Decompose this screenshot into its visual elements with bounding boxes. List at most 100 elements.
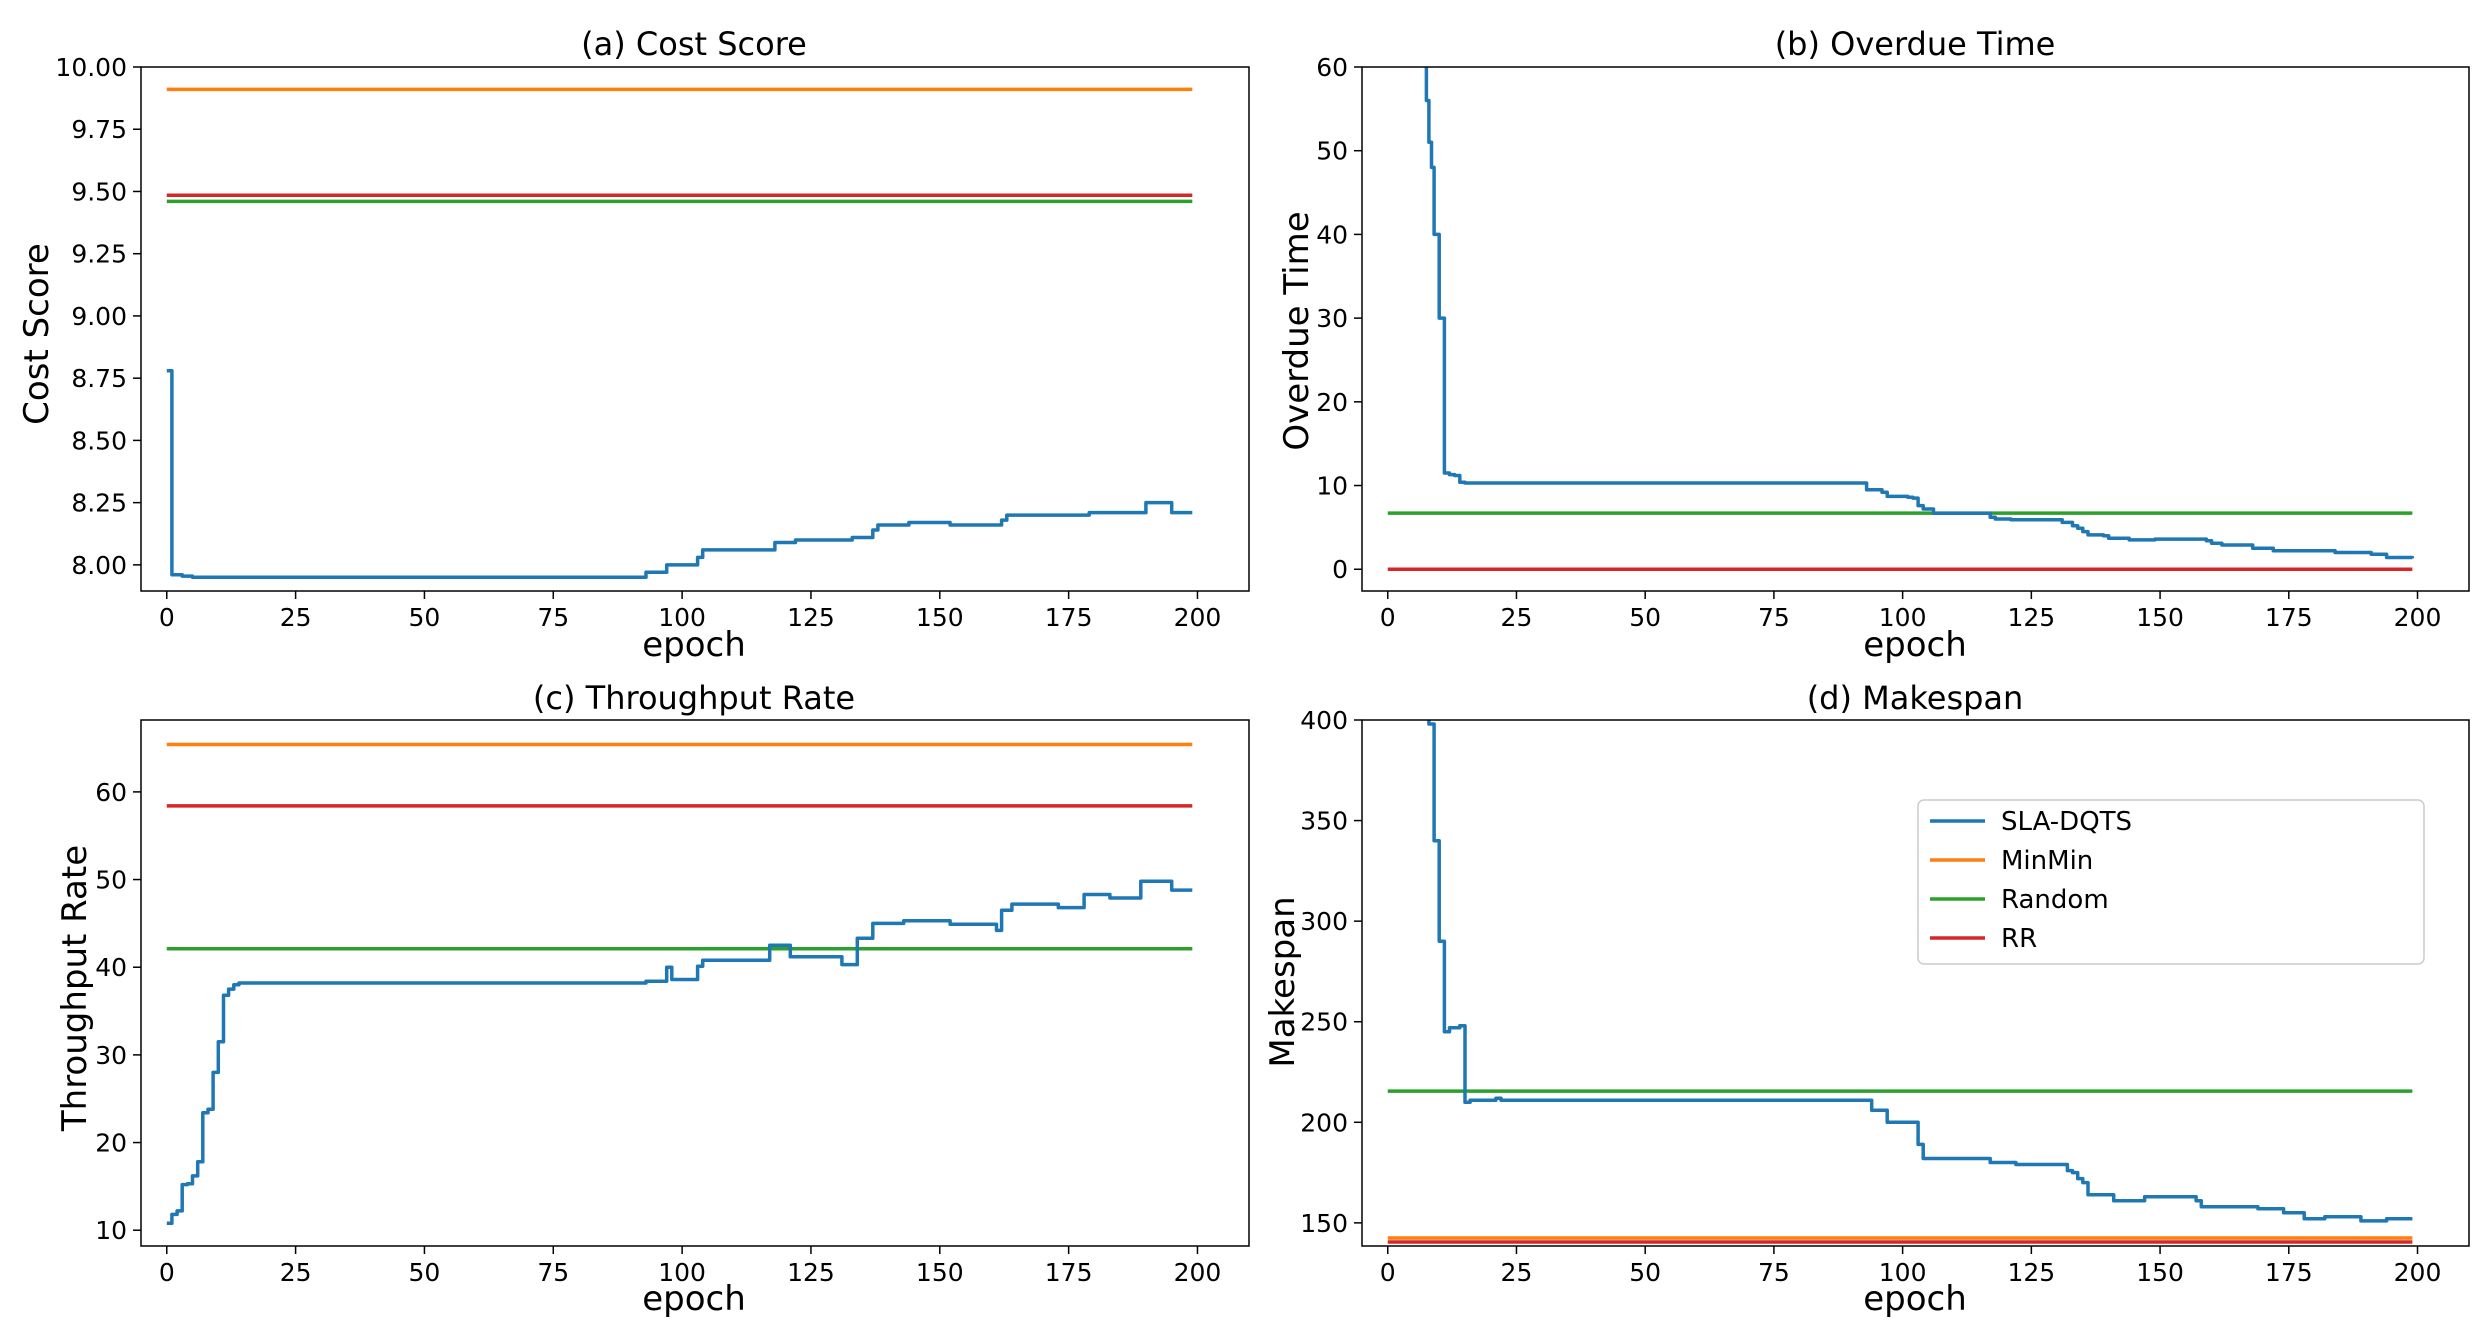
y-tick-label: 400 (1300, 706, 1348, 735)
x-tick-label: 75 (1758, 603, 1790, 632)
y-axis-label: Makespan (1263, 896, 1303, 1067)
x-tick-label: 150 (2136, 1258, 2184, 1287)
y-tick-label: 8.25 (71, 489, 127, 518)
x-tick-label: 75 (537, 603, 569, 632)
y-tick-label: 9.50 (71, 177, 127, 206)
x-tick-label: 25 (1501, 603, 1533, 632)
x-tick-label: 200 (2394, 603, 2442, 632)
panel-title: (c) Throughput Rate (533, 679, 855, 717)
x-tick-label: 50 (1629, 1258, 1661, 1287)
panel-title: (b) Overdue Time (1775, 25, 2056, 63)
y-tick-label: 9.00 (71, 302, 127, 331)
series-sla-dqts-line (1427, 720, 2413, 1223)
panel-title: (a) Cost Score (581, 25, 807, 63)
axes-frame (1361, 719, 2470, 1247)
x-tick-label: 0 (1380, 1258, 1396, 1287)
legend: SLA-DQTS MinMin Random RR (1917, 799, 2425, 965)
series-sla-dqts-line (1424, 67, 2415, 560)
panel-cost-score: (a) Cost Score epoch Cost Score 0 25 50 75 1… (17, 25, 1250, 665)
x-tick-label: 0 (159, 603, 175, 632)
y-tick-label: 200 (1300, 1108, 1348, 1137)
plot-area (1387, 67, 2415, 571)
y-tick-label: 50 (95, 866, 127, 895)
y-tick-label: 40 (1316, 220, 1348, 249)
x-tick-label: 200 (2394, 1258, 2442, 1287)
x-tick-label: 125 (787, 603, 835, 632)
panel-throughput-rate: (c) Throughput Rate epoch Throughput Rat… (55, 679, 1250, 1319)
y-tick-label: 40 (95, 953, 127, 982)
x-tick-label: 100 (1879, 1258, 1927, 1287)
series-sla-dqts-line (166, 368, 1193, 580)
x-tick-label: 150 (916, 1258, 964, 1287)
y-tick-label: 10.00 (55, 53, 127, 82)
y-tick-label: 10 (95, 1216, 127, 1245)
x-tick-label: 200 (1174, 603, 1222, 632)
x-tick-label: 25 (1501, 1258, 1533, 1287)
y-tick-label: 20 (1316, 388, 1348, 417)
x-tick-label: 75 (537, 1258, 569, 1287)
y-tick-label: 300 (1300, 907, 1348, 936)
y-tick-label: 60 (1316, 53, 1348, 82)
x-axis-label: epoch (1863, 625, 1967, 665)
x-tick-label: 0 (1380, 603, 1396, 632)
x-tick-label: 125 (2007, 603, 2055, 632)
x-tick-label: 125 (787, 1258, 835, 1287)
x-tick-label: 100 (1879, 603, 1927, 632)
legend-entry-random: Random (1930, 885, 2109, 915)
legend-entry-sla-dqts: SLA-DQTS (1930, 807, 2132, 837)
y-tick-label: 60 (95, 778, 127, 807)
y-axis-label: Overdue Time (1277, 211, 1317, 450)
y-tick-label: 250 (1300, 1008, 1348, 1037)
panel-title: (d) Makespan (1807, 679, 2024, 717)
x-tick-label: 0 (159, 1258, 175, 1287)
x-tick-label: 175 (1045, 1258, 1093, 1287)
y-axis-label: Cost Score (17, 243, 57, 425)
panel-overdue-time: (b) Overdue Time epoch Overdue Time 0 25 5… (1277, 25, 2470, 665)
x-tick-label: 150 (2136, 603, 2184, 632)
x-axis-label: epoch (642, 625, 746, 665)
plot-area (166, 87, 1193, 580)
y-tick-label: 150 (1300, 1209, 1348, 1238)
axes-frame (140, 66, 1250, 592)
x-tick-label: 50 (1629, 603, 1661, 632)
y-tick-label: 9.75 (71, 115, 127, 144)
x-tick-label: 175 (2265, 603, 2313, 632)
x-tick-label: 75 (1758, 1258, 1790, 1287)
legend-label: SLA-DQTS (2001, 807, 2132, 837)
y-tick-label: 50 (1316, 137, 1348, 166)
x-axis-label: epoch (642, 1279, 746, 1319)
x-tick-label: 175 (2265, 1258, 2313, 1287)
y-tick-label: 10 (1316, 472, 1348, 501)
x-tick-label: 100 (658, 1258, 706, 1287)
y-tick-label: 350 (1300, 807, 1348, 836)
x-axis-label: epoch (1863, 1279, 1967, 1319)
x-tick-label: 50 (409, 603, 441, 632)
y-tick-label: 8.50 (71, 426, 127, 455)
axes-frame (140, 719, 1250, 1247)
x-tick-label: 125 (2007, 1258, 2055, 1287)
legend-entry-rr: RR (1930, 924, 2037, 954)
y-tick-label: 20 (95, 1129, 127, 1158)
plot-area (166, 742, 1193, 1225)
y-tick-label: 9.25 (71, 240, 127, 269)
x-tick-label: 175 (1045, 603, 1093, 632)
x-tick-label: 100 (658, 603, 706, 632)
legend-frame (1917, 799, 2425, 965)
legend-label: Random (2001, 885, 2109, 915)
y-tick-label: 8.00 (71, 551, 127, 580)
y-axis-label: Throughput Rate (55, 845, 95, 1132)
x-tick-label: 200 (1174, 1258, 1222, 1287)
series-sla-dqts-line (166, 879, 1193, 1225)
x-tick-label: 150 (916, 603, 964, 632)
y-tick-label: 30 (1316, 304, 1348, 333)
legend-label: RR (2001, 924, 2037, 954)
y-tick-label: 30 (95, 1041, 127, 1070)
panel-makespan: (d) Makespan epoch Makespan 0 25 50 75 100 12… (1263, 679, 2470, 1319)
axes-frame (1361, 66, 2470, 592)
x-tick-label: 50 (409, 1258, 441, 1287)
y-tick-label: 8.75 (71, 364, 127, 393)
plot-area (1387, 720, 2413, 1244)
x-tick-label: 25 (280, 1258, 312, 1287)
